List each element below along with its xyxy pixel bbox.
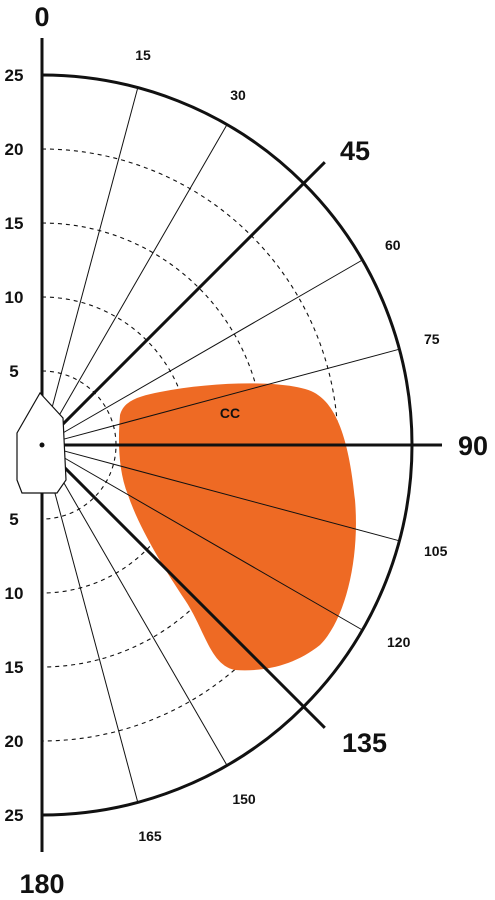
angle-line-15: [46, 87, 139, 426]
range-ring-5: [41, 370, 117, 520]
cc-region-shape: [118, 383, 356, 671]
angle-label-30: 30: [230, 87, 246, 103]
outer-range-arc: [41, 73, 414, 817]
angle-label-150: 150: [232, 791, 256, 807]
angle-labels: 0 15 30 45 60 75 90 105 120 135 150 165 180: [19, 2, 488, 899]
angle-label-75: 75: [424, 331, 440, 347]
angle-line-120: [59, 454, 363, 631]
angle-label-120: 120: [387, 634, 411, 650]
angle-line-105: [61, 449, 400, 542]
boat-hull-icon: [16, 391, 67, 494]
tick-label-lower-5: 5: [9, 510, 18, 529]
tick-label-lower-20: 20: [5, 732, 24, 751]
angle-label-165: 165: [138, 828, 162, 844]
tick-label-upper-20: 20: [5, 140, 24, 159]
radial-tick-labels: 25 20 15 10 5 5 10 15 20 25: [5, 66, 24, 825]
tick-label-upper-25: 25: [5, 66, 24, 85]
angle-label-0: 0: [34, 2, 49, 32]
angle-line-30: [51, 124, 228, 428]
angle-line-135: [55, 458, 326, 729]
angle-line-150: [51, 462, 228, 766]
tick-label-lower-10: 10: [5, 584, 24, 603]
tick-label-upper-15: 15: [5, 214, 24, 233]
angle-line-60: [59, 259, 363, 436]
boat-center-dot: [39, 442, 45, 448]
angle-line-75: [61, 348, 400, 441]
angle-label-90: 90: [458, 431, 488, 461]
angle-lines: [46, 87, 442, 803]
angle-label-135: 135: [342, 728, 387, 758]
tick-label-upper-10: 10: [5, 288, 24, 307]
cc-region-label: CC: [220, 405, 240, 421]
tick-label-lower-15: 15: [5, 658, 24, 677]
angle-line-45: [55, 161, 326, 432]
angle-label-180: 180: [19, 869, 64, 899]
angle-line-165: [46, 464, 139, 803]
angle-label-105: 105: [424, 543, 448, 559]
cc-region: [118, 383, 356, 671]
angle-label-45: 45: [340, 136, 370, 166]
tick-label-lower-25: 25: [5, 806, 24, 825]
angle-label-15: 15: [135, 47, 151, 63]
angle-label-60: 60: [385, 237, 401, 253]
tick-label-upper-5: 5: [9, 362, 18, 381]
